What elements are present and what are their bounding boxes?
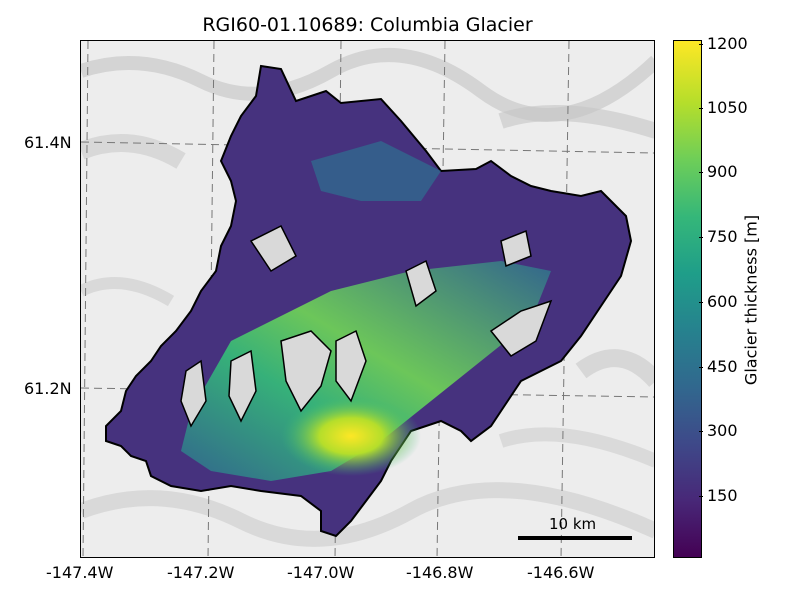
colorbar-tick: 1050 [699,98,748,117]
y-tick-label: 61.4N [24,133,72,152]
colorbar-tick: 900 [699,162,738,181]
glacier-thickness-raster [105,64,633,538]
y-tick-label: 61.2N [24,379,72,398]
scale-bar-label: 10 km [549,515,597,533]
x-tick-label: -147.2W [167,563,235,582]
x-tick-label: -146.6W [527,563,595,582]
colorbar-tick: 600 [699,292,738,311]
x-tick-label: -146.8W [406,563,474,582]
map-plot-area [80,40,655,558]
colorbar-tick: 150 [699,486,738,505]
x-tick-label: -147.4W [46,563,114,582]
colorbar-tick: 750 [699,227,738,246]
colorbar-tick: 300 [699,421,738,440]
map-title: RGI60-01.10689: Columbia Glacier [202,14,533,36]
colorbar-tick: 450 [699,357,738,376]
colorbar-label: Glacier thickness [m] [741,214,761,386]
glacier-map [81,41,654,557]
colorbar [673,40,702,558]
x-tick-label: -147.0W [287,563,355,582]
colorbar-tick: 1200 [699,34,748,53]
